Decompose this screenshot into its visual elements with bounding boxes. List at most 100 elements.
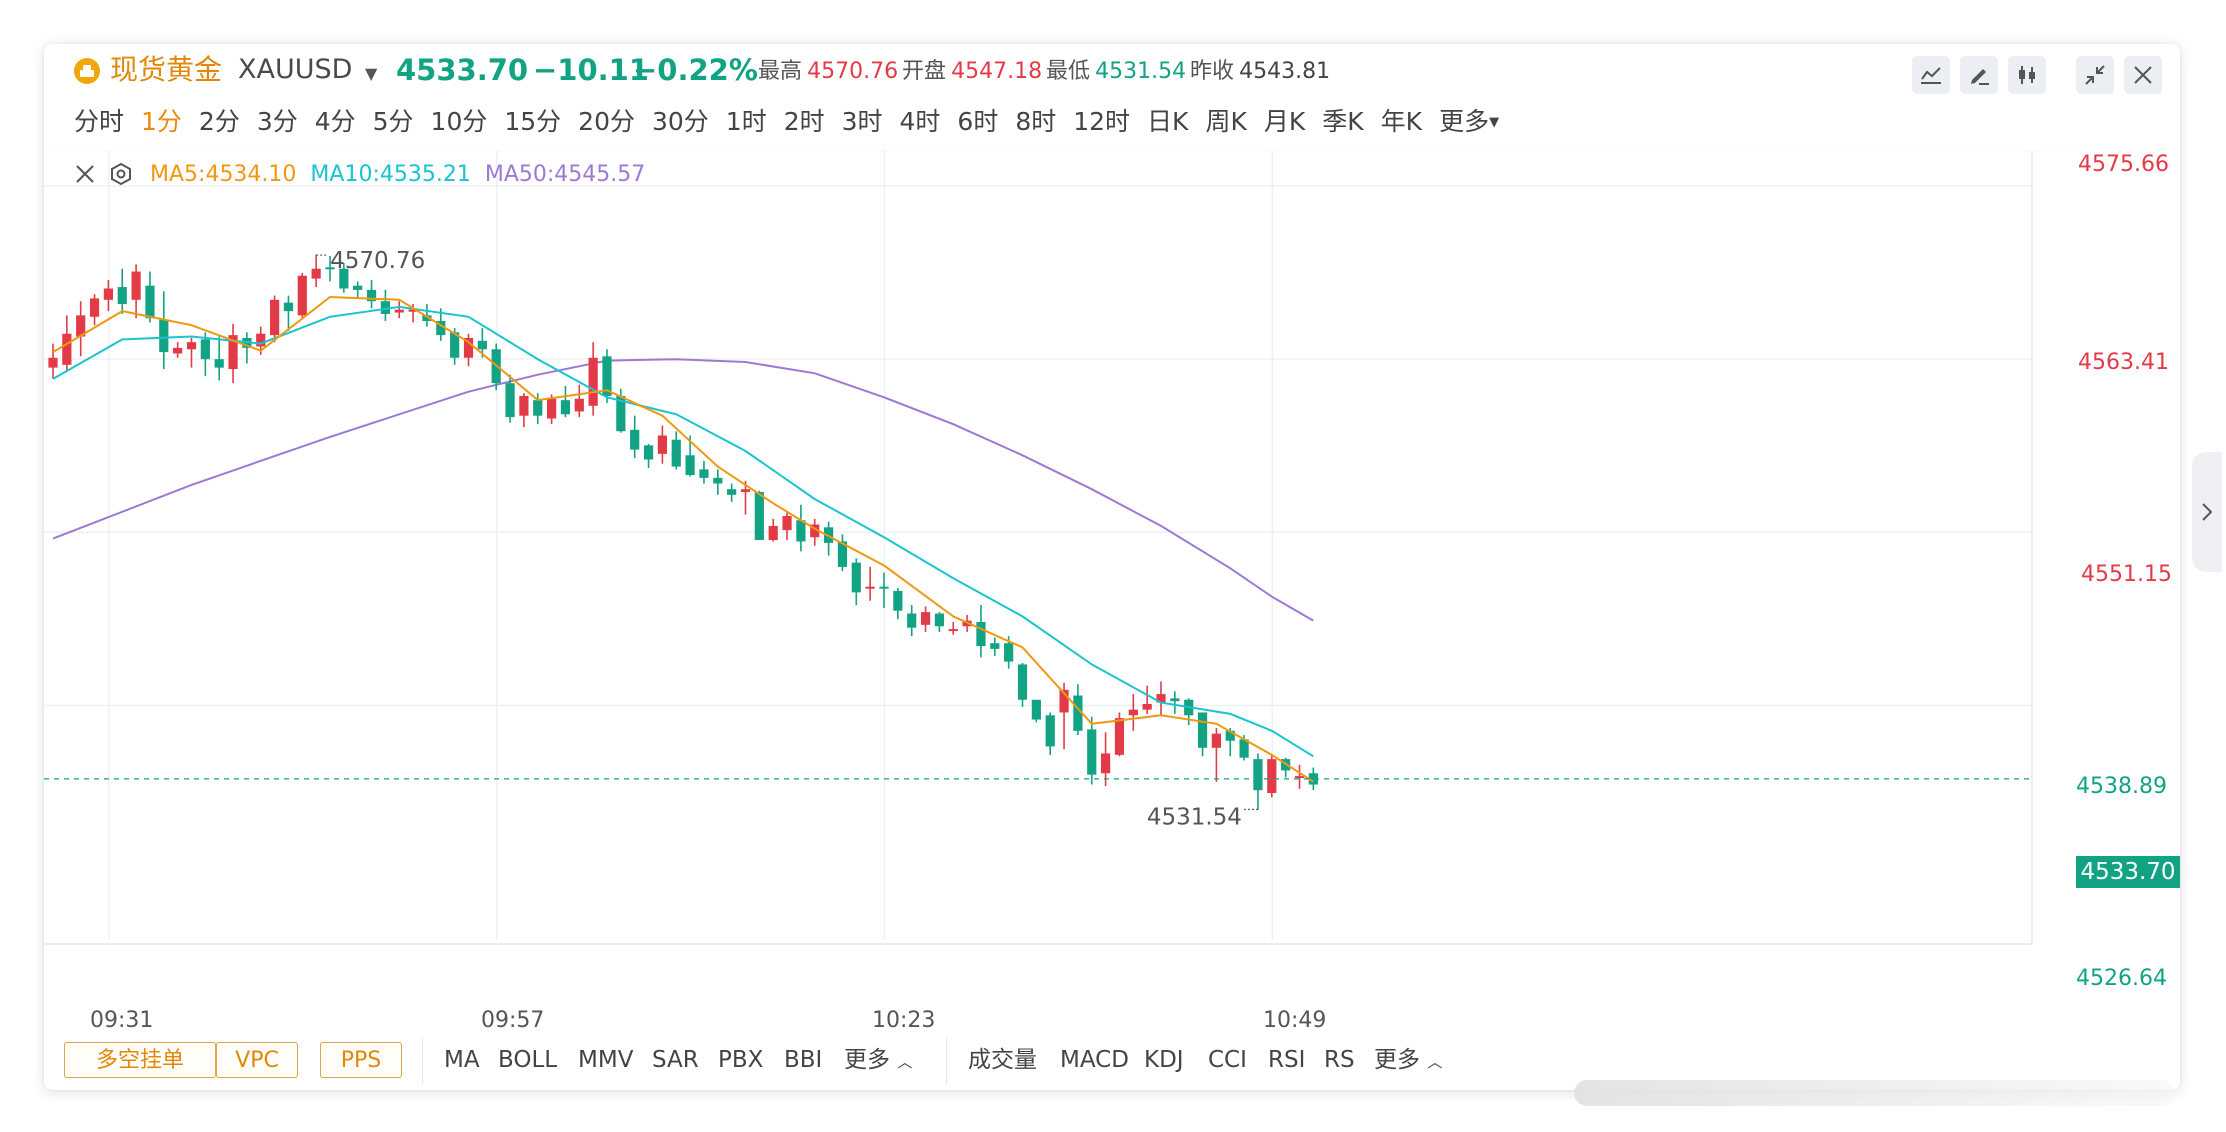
ma5-line (52, 295, 1314, 783)
symbol-name[interactable]: 现货黄金 (110, 53, 223, 86)
candle-body (1031, 699, 1041, 720)
stat-open-value: 4547.18 (951, 59, 1043, 84)
candlestick-chart[interactable]: 4570.76 4531.54 (44, 150, 2180, 1030)
symbol-code[interactable]: XAUUSD (238, 54, 353, 85)
collapse-button[interactable] (2076, 56, 2114, 94)
indicator-boll[interactable]: BOLL (498, 1047, 558, 1073)
period-option[interactable]: 10分 (430, 107, 488, 136)
vpc-tag-button[interactable]: VPC (216, 1042, 298, 1078)
candle-body (200, 339, 210, 360)
ma50-label: MA50:4545.57 (484, 161, 646, 187)
draw-tool-button[interactable] (1960, 56, 1998, 94)
candle-body (1114, 718, 1125, 755)
period-option[interactable]: 1时 (725, 107, 767, 136)
period-option[interactable]: 5分 (372, 107, 414, 136)
high-price-label: 4570.76 (330, 248, 425, 274)
close-indicator-icon[interactable] (70, 159, 100, 189)
candle-body (727, 489, 737, 495)
period-option[interactable]: 2分 (198, 107, 240, 136)
indicator-rsi[interactable]: RSI (1268, 1047, 1306, 1073)
period-option[interactable]: 月K (1263, 107, 1306, 136)
candle-body (1253, 759, 1263, 791)
symbol-dropdown-icon[interactable]: ▼ (365, 64, 378, 83)
period-option[interactable]: 日K (1147, 107, 1189, 136)
indicator-bbi[interactable]: BBI (784, 1047, 823, 1073)
ma5-label: MA5:4534.10 (150, 161, 297, 187)
indicator-kdj[interactable]: KDJ (1144, 1047, 1184, 1073)
candle-body (145, 285, 155, 319)
indicator-pbx[interactable]: PBX (718, 1047, 764, 1073)
period-option[interactable]: 4分 (314, 107, 356, 136)
line-chart-icon (1921, 67, 1941, 84)
period-option[interactable]: 年K (1380, 107, 1423, 136)
indicator-macd[interactable]: MACD (1060, 1047, 1129, 1073)
period-option[interactable]: 季K (1322, 107, 1364, 136)
period-option[interactable]: 4时 (899, 107, 941, 136)
gold-bar-icon (74, 58, 100, 84)
pps-tag-button[interactable]: PPS (320, 1042, 402, 1078)
stat-high-value: 4570.76 (807, 59, 899, 84)
sub-indicator-more[interactable]: 更多 ︿ (1374, 1042, 1442, 1080)
candle-body (311, 268, 321, 279)
divider (422, 1038, 423, 1084)
ma-legend: MA5:4534.10 MA10:4535.21 MA50:4545.57 (70, 156, 645, 192)
candlestick-icon (2019, 66, 2035, 84)
period-option[interactable]: 6时 (957, 107, 999, 136)
candle-body (1087, 729, 1097, 775)
candle-body (837, 541, 848, 567)
period-option[interactable]: 1分 (141, 107, 182, 136)
candle-body (1017, 664, 1028, 700)
period-option[interactable]: 2时 (783, 107, 825, 136)
main-indicator-more[interactable]: 更多 ︿ (844, 1042, 912, 1080)
period-option[interactable]: 12时 (1073, 107, 1131, 136)
candle-body (270, 299, 280, 336)
indicator-sar[interactable]: SAR (652, 1047, 699, 1073)
period-option[interactable]: 3分 (256, 107, 298, 136)
indicator-mmv[interactable]: MMV (578, 1047, 634, 1073)
stat-low-value: 4531.54 (1095, 59, 1187, 84)
stat-low: 最低 4531.54 (1046, 54, 1186, 91)
candle-body (810, 524, 820, 538)
period-option[interactable]: 8时 (1015, 107, 1057, 136)
current-price-tag: 4533.70 (2076, 856, 2180, 888)
period-option[interactable]: 周K (1205, 107, 1247, 136)
period-option[interactable]: 3时 (841, 107, 883, 136)
candle-body (643, 445, 654, 460)
more-label: 更多 (1374, 1047, 1420, 1073)
indicator-rs[interactable]: RS (1324, 1047, 1355, 1073)
candle-body (1004, 643, 1014, 662)
candle-body (851, 562, 861, 593)
candle-body (394, 309, 404, 313)
order-book-tag-button[interactable]: 多空挂单 (64, 1042, 216, 1078)
indicator-cci[interactable]: CCI (1208, 1047, 1247, 1073)
stat-open: 开盘 4547.18 (902, 54, 1042, 91)
candle-body (1197, 712, 1208, 748)
candle-body (353, 285, 363, 290)
candle-body (228, 335, 238, 370)
more-label: 更多 (844, 1047, 890, 1073)
settings-hexagon-icon[interactable] (106, 159, 136, 189)
chevron-up-icon: ︿ (897, 1053, 913, 1071)
candle-body (616, 395, 626, 432)
candlestick-button[interactable] (2008, 56, 2046, 94)
line-chart-button[interactable] (1912, 56, 1950, 94)
period-more-label: 更多 (1439, 107, 1490, 136)
candle-body (505, 383, 515, 418)
side-panel-toggle[interactable] (2192, 452, 2222, 572)
close-button[interactable] (2124, 56, 2162, 94)
candle-body (907, 613, 917, 628)
candle-body (713, 477, 723, 484)
period-option[interactable]: 30分 (651, 107, 709, 136)
indicator-ma[interactable]: MA (444, 1047, 480, 1073)
period-more[interactable]: 更多▼ (1439, 100, 1499, 145)
candle-body (1308, 773, 1318, 785)
candle-body (186, 342, 197, 350)
period-selector: 分时 1分 2分 3分 4分 5分 10分 15分 20分 30分 1时 2时 3时 4时 6时 8时 12时日… (74, 100, 1516, 144)
candle-body (740, 489, 751, 493)
candle-body (976, 622, 986, 647)
indicator-volume[interactable]: 成交量 (968, 1047, 1037, 1073)
period-option[interactable]: 分时 (74, 107, 125, 136)
candle-body (630, 429, 640, 450)
period-option[interactable]: 15分 (504, 107, 562, 136)
period-option[interactable]: 20分 (578, 107, 635, 136)
